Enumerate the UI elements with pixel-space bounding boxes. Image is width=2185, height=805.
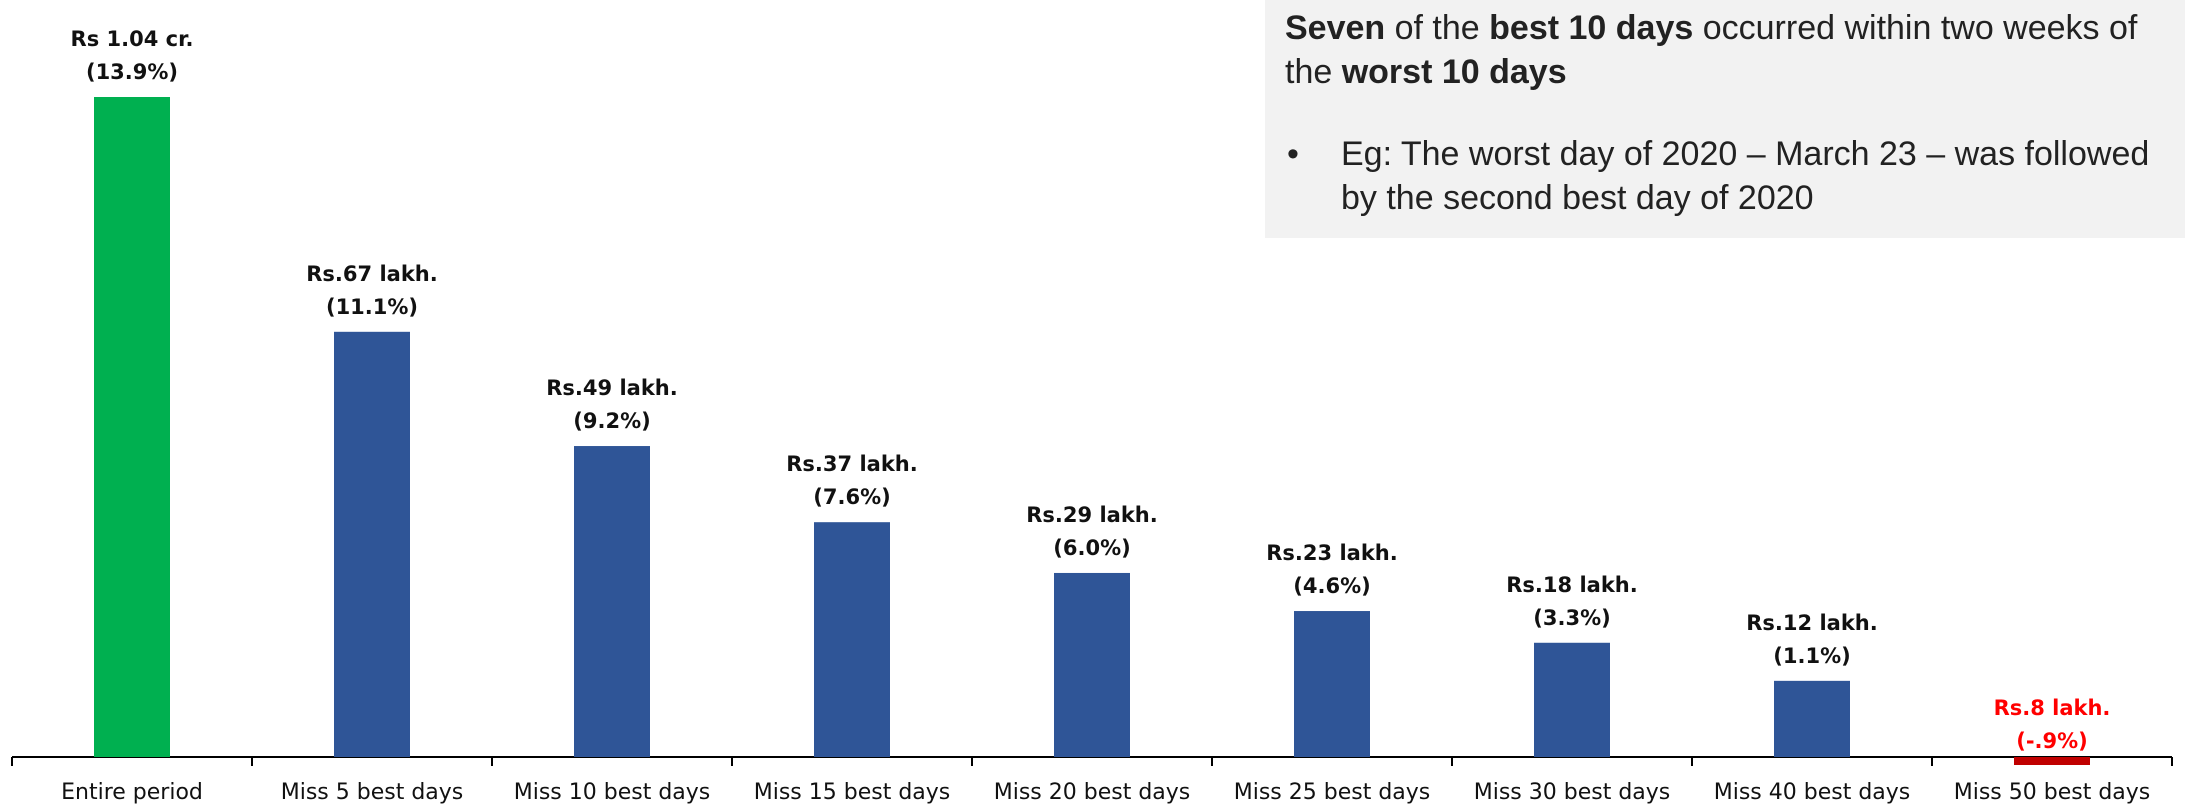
callout-headline: Seven of the best 10 days occurred withi… xyxy=(1285,6,2167,94)
bar-1 xyxy=(94,97,170,757)
value-label: Rs.12 lakh. xyxy=(1746,611,1877,635)
value-label: Rs.18 lakh. xyxy=(1506,573,1637,597)
value-label: Rs.23 lakh. xyxy=(1266,541,1397,565)
bar-9 xyxy=(2014,757,2090,765)
return-label: (9.2%) xyxy=(573,409,650,433)
value-label: Rs.67 lakh. xyxy=(306,262,437,286)
value-label: Rs.37 lakh. xyxy=(786,452,917,476)
callout-bullet: • Eg: The worst day of 2020 – March 23 –… xyxy=(1285,132,2167,220)
return-label: (1.1%) xyxy=(1773,644,1850,668)
value-label: Rs.29 lakh. xyxy=(1026,503,1157,527)
return-label: (4.6%) xyxy=(1293,574,1370,598)
category-label: Miss 30 best days xyxy=(1474,780,1671,805)
headline-seven: Seven xyxy=(1285,9,1386,47)
return-label: (6.0%) xyxy=(1053,536,1130,560)
bar-8 xyxy=(1774,680,1850,757)
headline-text-2: occurred within two weeks of the xyxy=(1285,9,2138,91)
return-label: (13.9%) xyxy=(86,60,178,84)
category-label: Miss 50 best days xyxy=(1954,780,2151,805)
bar-3 xyxy=(574,446,650,757)
bar-7 xyxy=(1534,642,1610,757)
value-label: Rs.49 lakh. xyxy=(546,376,677,400)
headline-worst-days: worst 10 days xyxy=(1341,53,1567,91)
value-label: Rs.8 lakh. xyxy=(1994,696,2111,720)
bar-4 xyxy=(814,522,890,757)
category-label: Miss 15 best days xyxy=(754,780,951,805)
headline-text-1: of the xyxy=(1385,9,1490,47)
return-label: (3.3%) xyxy=(1533,606,1610,630)
return-label: (7.6%) xyxy=(813,485,890,509)
category-label: Entire period xyxy=(61,780,203,805)
return-label: (-.9%) xyxy=(2016,729,2088,753)
category-label: Miss 5 best days xyxy=(281,780,464,805)
return-label: (11.1%) xyxy=(326,295,418,319)
category-label: Miss 40 best days xyxy=(1714,780,1911,805)
bar-6 xyxy=(1294,611,1370,757)
callout-box: Seven of the best 10 days occurred withi… xyxy=(1265,0,2185,238)
category-label: Miss 25 best days xyxy=(1234,780,1431,805)
value-label: Rs 1.04 cr. xyxy=(71,27,194,51)
category-label: Miss 10 best days xyxy=(514,780,711,805)
headline-best-days: best 10 days xyxy=(1489,9,1694,47)
bullet-text: Eg: The worst day of 2020 – March 23 – w… xyxy=(1341,135,2150,217)
bullet-dot: • xyxy=(1287,135,1299,173)
bar-2 xyxy=(334,331,410,757)
bar-5 xyxy=(1054,572,1130,757)
category-label: Miss 20 best days xyxy=(994,780,1191,805)
